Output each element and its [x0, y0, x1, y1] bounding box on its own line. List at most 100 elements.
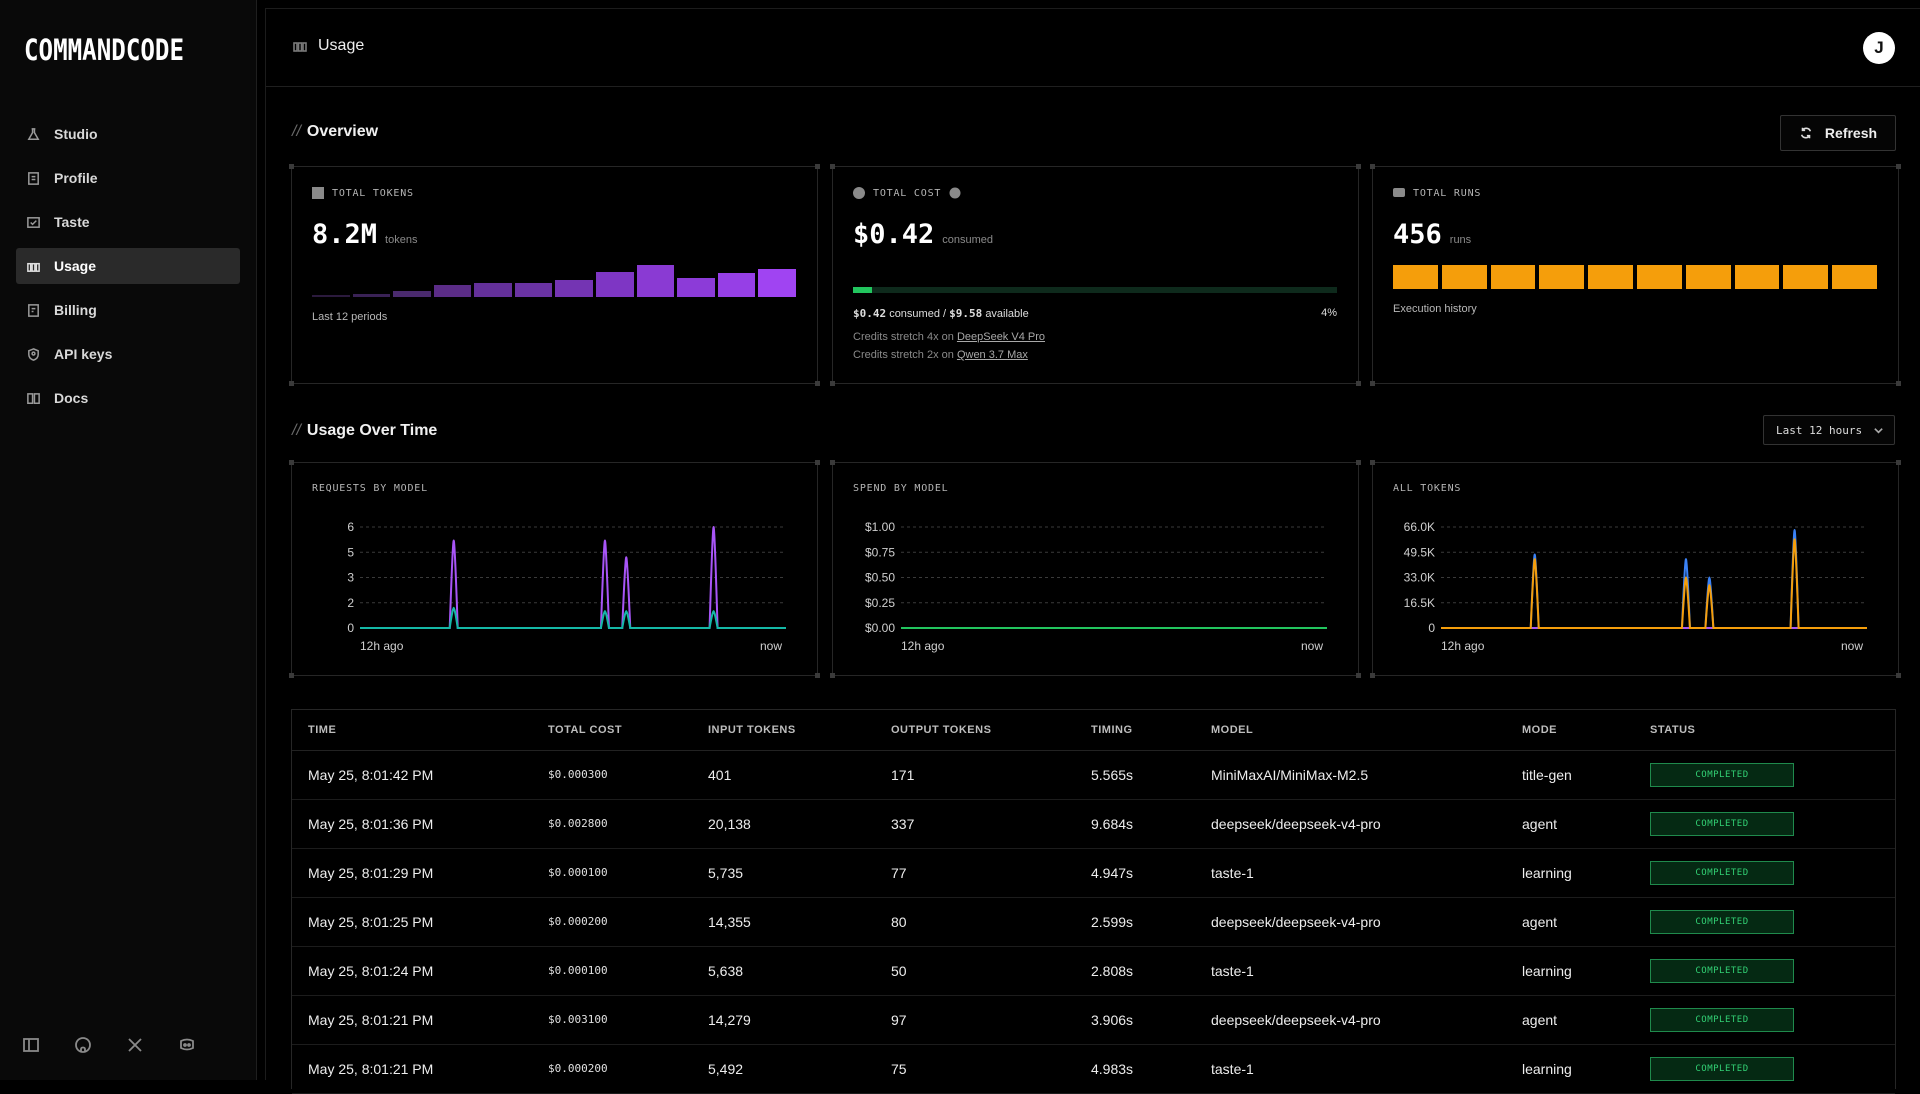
token-bar	[636, 265, 675, 297]
mode-cell: agent	[1506, 897, 1634, 947]
column-header[interactable]: TOTAL COST	[532, 710, 692, 751]
input-tokens-cell: 14,279	[692, 995, 875, 1045]
column-header[interactable]: STATUS	[1634, 710, 1895, 751]
card-corner	[1370, 460, 1375, 465]
run-block	[1636, 265, 1682, 289]
input-tokens-cell: 20,138	[692, 799, 875, 849]
column-header[interactable]: TIMING	[1075, 710, 1195, 751]
deepseek-link[interactable]: DeepSeek V4 Pro	[956, 331, 1045, 343]
billing-icon	[24, 301, 42, 319]
total-cost-value: $0.42	[853, 219, 935, 250]
x-tick-label: 12h ago	[901, 639, 945, 653]
info-icon[interactable]	[949, 187, 961, 199]
y-tick-label: 0	[1428, 621, 1435, 635]
output-tokens-cell: 171	[875, 750, 1075, 800]
status-badge: COMPLETED	[1650, 860, 1794, 885]
usage-icon	[24, 257, 42, 275]
total-tokens-value: 8.2M	[312, 219, 378, 250]
table-row[interactable]: May 25, 8:01:21 PM $0.003100 14,279 97 3.906…	[292, 995, 1895, 1045]
model-cell: MiniMaxAI/MiniMax-M2.5	[1195, 750, 1506, 800]
qwen-link[interactable]: Qwen 3.7 Max	[956, 349, 1028, 361]
timing-cell: 2.808s	[1075, 946, 1195, 996]
y-tick-label: 49.5K	[1404, 545, 1435, 559]
output-tokens-cell: 75	[875, 1044, 1075, 1094]
tokens-icon	[312, 187, 324, 199]
collapse-sidebar-icon[interactable]	[22, 1034, 74, 1056]
sidebar-item-taste[interactable]: Taste	[16, 204, 240, 240]
time-range-select[interactable]: Last 12 hours	[1763, 415, 1895, 445]
sidebar-item-api-keys[interactable]: API keys	[16, 336, 240, 372]
model-cell: taste-1	[1195, 946, 1506, 996]
status-cell: COMPLETED	[1634, 897, 1895, 947]
card-corner	[1370, 381, 1375, 386]
table-row[interactable]: May 25, 8:01:25 PM $0.000200 14,355 80 2.599…	[292, 897, 1895, 947]
tokens-caption: Last 12 periods	[312, 311, 388, 323]
token-bar	[758, 269, 796, 297]
column-header[interactable]: MODEL	[1195, 710, 1506, 751]
output-tokens-cell: 77	[875, 848, 1075, 898]
table-row[interactable]: May 25, 8:01:42 PM $0.000300 401 171 5.565s M…	[292, 750, 1895, 800]
mode-cell: agent	[1506, 995, 1634, 1045]
token-bar	[474, 283, 512, 297]
sidebar-item-profile[interactable]: Profile	[16, 160, 240, 196]
column-header[interactable]: TIME	[292, 710, 532, 751]
sidebar-item-label: Docs	[54, 390, 89, 406]
y-tick-label: $0.25	[865, 596, 895, 610]
github-icon[interactable]	[74, 1034, 126, 1056]
input-tokens-cell: 5,638	[692, 946, 875, 996]
token-bar	[677, 278, 715, 297]
breadcrumb: Usage	[292, 37, 364, 55]
y-tick-label: 3	[347, 571, 354, 585]
timing-cell: 5.565s	[1075, 750, 1195, 800]
sidebar-item-docs[interactable]: Docs	[16, 380, 240, 416]
avatar[interactable]: J	[1863, 32, 1895, 64]
column-header[interactable]: INPUT TOKENS	[692, 710, 875, 751]
input-tokens-cell: 5,492	[692, 1044, 875, 1094]
table-row[interactable]: May 25, 8:01:29 PM $0.000100 5,735 77 4.947s…	[292, 848, 1895, 898]
dollar-icon	[853, 187, 865, 199]
total-tokens-unit: tokens	[385, 234, 418, 246]
tokens-mini-chart	[312, 265, 796, 297]
column-header[interactable]: MODE	[1506, 710, 1634, 751]
model-cell: taste-1	[1195, 848, 1506, 898]
top-bar: Usage J	[266, 9, 1920, 87]
command-code-logo[interactable]: COMMANDCODE	[24, 30, 186, 66]
timing-cell: 9.684s	[1075, 799, 1195, 849]
requests-by-model-chart: REQUESTS BY MODEL 6 5 3 2 0 12h ago now	[289, 460, 820, 678]
run-block	[1393, 265, 1438, 289]
sidebar-item-label: API keys	[54, 346, 113, 362]
run-block	[1441, 265, 1487, 289]
refresh-button[interactable]: Refresh	[1780, 115, 1896, 151]
sidebar-nav: Studio Profile Taste Usage Billing API k…	[16, 116, 240, 424]
token-bar	[393, 291, 431, 297]
card-corner	[1370, 673, 1375, 678]
status-badge: COMPLETED	[1650, 909, 1794, 934]
total-runs-unit: runs	[1449, 234, 1472, 246]
y-tick-label: 16.5K	[1404, 596, 1435, 610]
model-cell: taste-1	[1195, 1044, 1506, 1094]
credits-stretch-line: Credits stretch 4x on DeepSeek V4 Pro	[853, 331, 1045, 343]
sidebar-item-billing[interactable]: Billing	[16, 292, 240, 328]
card-corner	[830, 673, 835, 678]
x-icon[interactable]	[126, 1034, 178, 1056]
sidebar-item-usage[interactable]: Usage	[16, 248, 240, 284]
flask-icon	[24, 125, 42, 143]
sidebar-item-studio[interactable]: Studio	[16, 116, 240, 152]
spend-by-model-chart: SPEND BY MODEL $1.00 $0.75 $0.50 $0.25 $0.00…	[830, 460, 1361, 678]
column-header[interactable]: OUTPUT TOKENS	[875, 710, 1075, 751]
page-title: Usage	[318, 37, 365, 54]
card-corner	[1896, 381, 1901, 386]
y-tick-label: 66.0K	[1404, 520, 1435, 534]
card-corner	[1896, 673, 1901, 678]
card-corner	[815, 460, 820, 465]
chart-svg: 66.0K 49.5K 33.0K 16.5K 0 12h ago now	[1404, 520, 1867, 653]
discord-icon[interactable]	[178, 1034, 230, 1056]
card-corner	[289, 381, 294, 386]
table-row[interactable]: May 25, 8:01:36 PM $0.002800 20,138 337 9.68…	[292, 799, 1895, 849]
series-line	[1441, 538, 1867, 629]
all-tokens-chart: ALL TOKENS 66.0K 49.5K 33.0K 16.5K 0 12h ago n…	[1370, 460, 1901, 678]
cost-cell: $0.000100	[532, 946, 692, 996]
table-row[interactable]: May 25, 8:01:24 PM $0.000100 5,638 50 2.808s…	[292, 946, 1895, 996]
table-row[interactable]: May 25, 8:01:21 PM $0.000200 5,492 75 4.983s…	[292, 1044, 1895, 1094]
card-corner	[830, 164, 835, 169]
